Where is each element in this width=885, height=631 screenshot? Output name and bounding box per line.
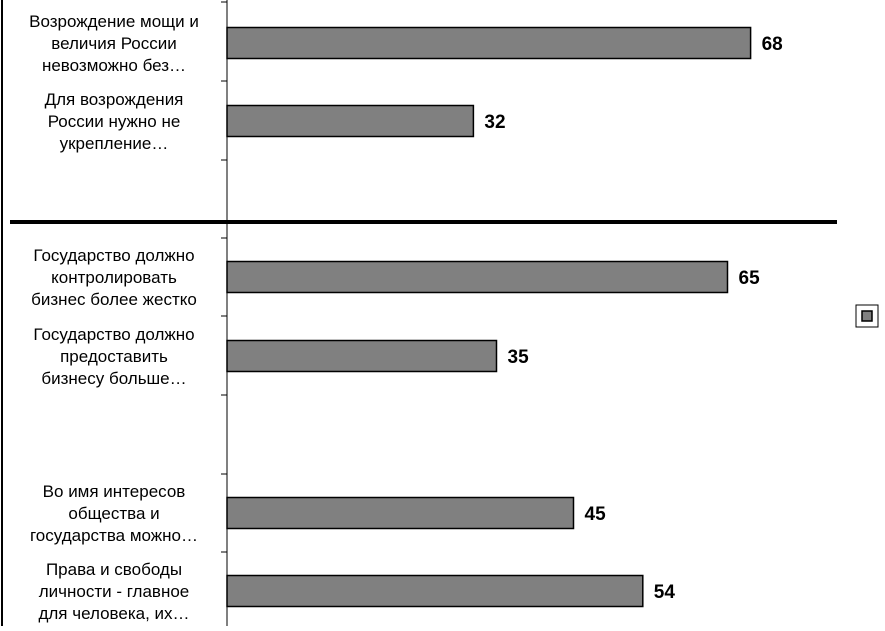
bar: [226, 26, 752, 60]
tick-label-line: Права и свободы: [46, 560, 182, 579]
bar: [226, 104, 475, 138]
tick-label-line: бизнес более жестко: [31, 290, 197, 309]
bars: [226, 26, 752, 608]
tick-label-line: Для возрождения: [45, 90, 184, 109]
tick-label: Государство должно предоставить бизнесу бо…: [33, 325, 194, 388]
bar: [226, 496, 575, 530]
tick-label: Во имя интересов общества и государства мо…: [30, 482, 198, 545]
tick-label: Для возрождения России нужно не укрепление…: [45, 90, 184, 153]
tick-label-line: величия России: [51, 34, 176, 53]
tick-label-line: общества и: [68, 504, 159, 523]
data-label: 68: [762, 34, 783, 55]
tick-label: Государство должно контролировать бизнес б…: [31, 246, 197, 309]
value-labels: 68 32 65 35 45 54: [484, 34, 782, 603]
tick-label-line: государства можно…: [30, 526, 198, 545]
data-label: 54: [654, 582, 676, 603]
tick-label-line: Во имя интересов: [43, 482, 186, 501]
category-labels: Возрождение мощи и величия России невозмож…: [29, 12, 199, 623]
tick-label: Права и свободы личности - главное для чел…: [38, 560, 189, 623]
tick-label-line: Государство должно: [33, 246, 194, 265]
tick-label-line: укрепление…: [60, 134, 169, 153]
tick-label-line: личности - главное: [39, 582, 190, 601]
bar: [226, 339, 498, 373]
bar: [226, 260, 729, 294]
data-label: 35: [508, 347, 530, 368]
data-label: 45: [585, 504, 607, 525]
tick-label: Возрождение мощи и величия России невозмож…: [29, 12, 199, 75]
data-label: 65: [739, 268, 761, 289]
tick-label-line: предоставить: [60, 347, 168, 366]
data-label: 32: [484, 112, 505, 133]
tick-label-line: Государство должно: [33, 325, 194, 344]
tick-label-line: России нужно не: [48, 112, 181, 131]
legend-swatch: [861, 310, 873, 322]
tick-label-line: для человека, их…: [38, 604, 189, 623]
tick-label-line: Возрождение мощи и: [29, 12, 199, 31]
tick-label-line: бизнесу больше…: [41, 369, 186, 388]
tick-label-line: невозможно без…: [42, 56, 186, 75]
bar: [226, 574, 644, 608]
axis-ticks: [221, 1, 227, 553]
tick-label-line: контролировать: [51, 268, 177, 287]
legend: [855, 304, 879, 328]
